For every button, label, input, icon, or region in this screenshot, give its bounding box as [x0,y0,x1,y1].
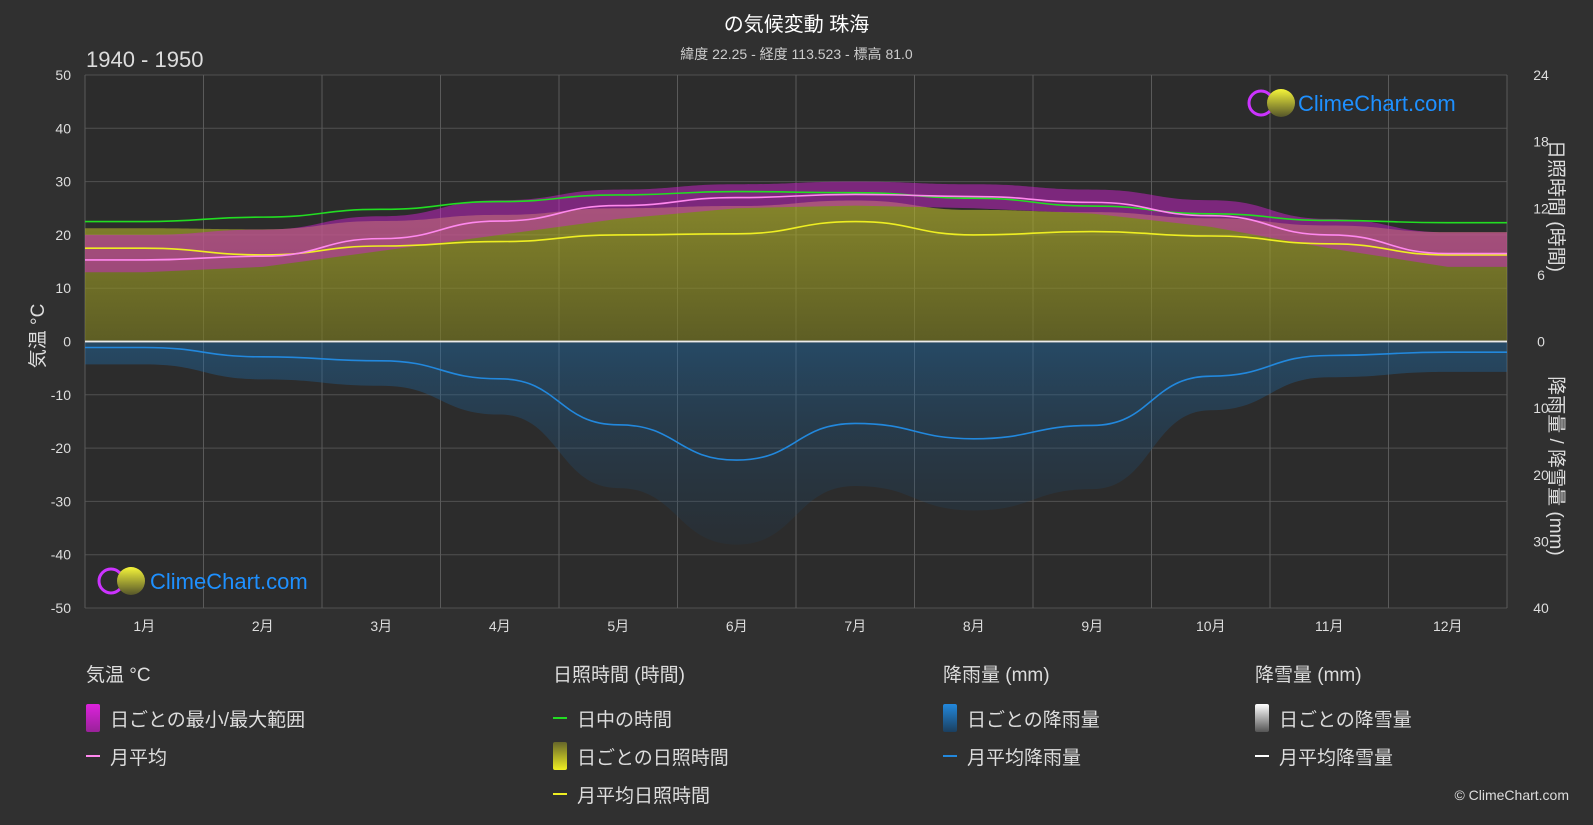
legend-label: 月平均降雪量 [1279,747,1394,769]
y2-tick-label: 6 [1537,267,1545,283]
legend-title: 日照時間 (時間) [553,665,685,686]
legend-item: 日ごとの降雪量 [1255,699,1412,737]
y3-tick-label: 10 [1533,400,1549,416]
temperature-range-band [85,181,1507,273]
legend-item: 日ごとの日照時間 [553,737,729,775]
y-tick-label: -20 [51,440,71,456]
x-tick-label: 6月 [726,618,748,634]
legend-label: 日ごとの降雪量 [1279,709,1412,731]
rain-swatch [943,704,957,732]
legend-title: 降雪量 (mm) [1255,665,1362,686]
y-tick-label: -30 [51,493,71,509]
legend-sunshine: 日照時間 (時間) 日中の時間 日ごとの日照時間 月平均日照時間 [553,660,729,813]
y-tick-label: -40 [51,547,71,563]
snow-swatch [1255,704,1269,732]
climate-chart: 50 40 30 20 10 0 -10 -20 -30 -40 -50 1月 2月 3月 4月 5月 6月 7月… [27,67,1567,634]
x-tick-label: 7月 [844,618,866,634]
x-tick-label: 2月 [252,618,274,634]
legend-title: 降雨量 (mm) [943,665,1050,686]
chart-areas [85,181,1507,545]
y-tick-label: 50 [55,67,71,83]
legend-temperature: 気温 °C 日ごとの最小/最大範囲 月平均 [86,660,305,775]
period-label: 1940 - 1950 [86,47,204,72]
chart-title: の気候変動 珠海 [723,14,870,36]
copyright: © ClimeChart.com [1454,787,1569,803]
axis-ticks: 50 40 30 20 10 0 -10 -20 -30 -40 -50 1月 2月 3月 4月 5月 6月 7月… [51,67,1549,634]
y-tick-label: 40 [55,120,71,136]
line-swatch [943,755,957,757]
daily-rain-area [85,341,1507,545]
legend-label: 月平均日照時間 [577,785,711,807]
left-axis-label: 気温 °C [27,304,49,369]
chart-subtitle: 緯度 22.25 - 経度 113.523 - 標高 81.0 [680,46,913,62]
line-swatch [86,755,100,757]
logo-text-top: ClimeChart.com [1298,91,1456,116]
y3-tick-label: 20 [1533,467,1549,483]
legend-item: 月平均 [86,737,305,775]
x-tick-label: 5月 [607,618,629,634]
y2-tick-label: 0 [1537,334,1545,350]
legend-title: 気温 °C [86,665,151,686]
y3-tick-label: 40 [1533,600,1549,616]
legend-label: 月平均 [110,747,168,769]
y2-tick-label: 18 [1533,134,1549,150]
y2-tick-label: 24 [1533,67,1549,83]
legend-label: 日ごとの最小/最大範囲 [110,709,306,731]
x-tick-label: 10月 [1196,618,1226,634]
y-tick-label: -50 [51,600,71,616]
line-swatch [1255,755,1269,757]
y-tick-label: -10 [51,387,71,403]
sunshine-swatch [553,742,567,770]
x-tick-label: 1月 [133,618,155,634]
y2-tick-label: 12 [1533,200,1549,216]
y3-tick-label: 30 [1533,533,1549,549]
legend-snow: 降雪量 (mm) 日ごとの降雪量 月平均降雪量 [1255,660,1412,775]
legend-label: 日中の時間 [577,709,673,731]
y-tick-label: 30 [55,174,71,190]
range-swatch [86,704,100,732]
legend-label: 月平均降雨量 [967,747,1082,769]
logo-text-bottom: ClimeChart.com [150,569,308,594]
legend-label: 日ごとの日照時間 [577,747,729,769]
logo-bottom: ClimeChart.com [97,567,308,595]
monthly-temperature-line [84,193,1507,261]
legend-item: 月平均降雪量 [1255,737,1412,775]
legend-item: 月平均日照時間 [553,775,729,813]
x-tick-label: 9月 [1081,618,1103,634]
legend-item: 日ごとの最小/最大範囲 [86,699,305,737]
x-tick-label: 11月 [1315,618,1344,634]
x-tick-label: 12月 [1433,618,1463,634]
logo-top: ClimeChart.com [1247,89,1456,117]
daylight-hours-line [85,190,1507,224]
line-swatch [553,793,567,795]
y-tick-label: 0 [63,334,71,350]
legend-item: 日中の時間 [553,699,729,737]
x-tick-label: 3月 [370,618,392,634]
legend-rain: 降雨量 (mm) 日ごとの降雨量 月平均降雨量 [943,660,1100,775]
x-tick-label: 4月 [489,618,511,634]
monthly-rain-line [85,346,1507,461]
logo-sun-icon [1267,89,1295,117]
legend-item: 月平均降雨量 [943,737,1100,775]
y-tick-label: 10 [55,280,71,296]
x-tick-label: 8月 [963,618,985,634]
y-tick-label: 20 [55,227,71,243]
legend-label: 日ごとの降雨量 [967,709,1100,731]
right-top-axis-label: 日照時間 (時間) [1545,140,1567,272]
line-swatch [553,717,567,719]
right-bottom-axis-label: 降雨量 / 降雪量 (mm) [1545,376,1567,555]
logo-sun-icon [117,567,145,595]
chart-lines [84,190,1507,461]
legend-item: 日ごとの降雨量 [943,699,1100,737]
